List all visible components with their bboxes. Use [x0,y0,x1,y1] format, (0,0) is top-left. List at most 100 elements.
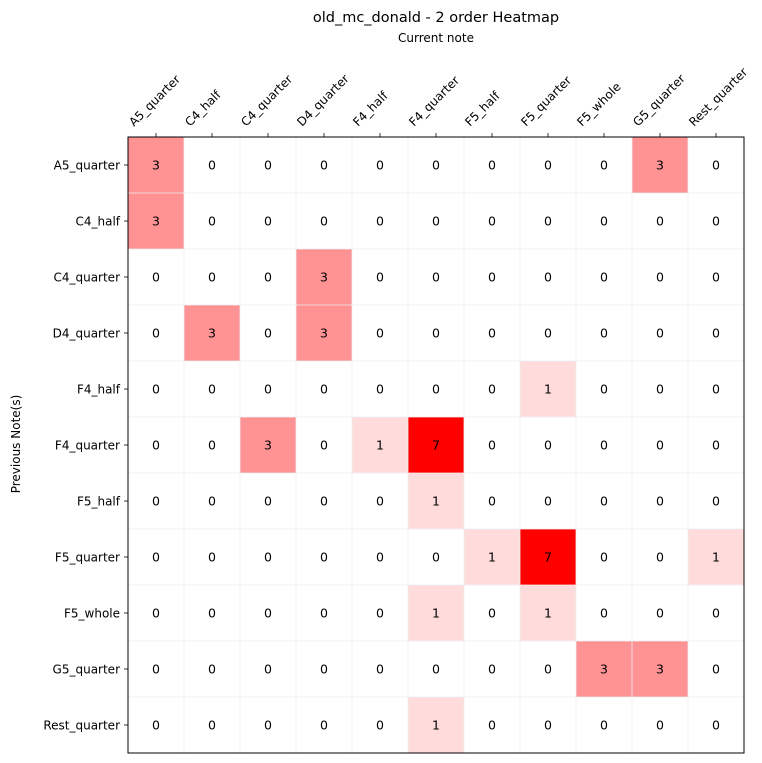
heatmap-cell [632,249,688,305]
cell-value-label: 0 [208,214,216,229]
cell-value-label: 0 [656,214,664,229]
y-tick-label: F4_half [77,383,121,397]
heatmap-cell [520,249,576,305]
cell-value-label: 0 [264,606,272,621]
cell-value-label: 0 [432,270,440,285]
heatmap-cell [576,361,632,417]
cell-value-label: 0 [656,270,664,285]
cell-value-label: 0 [600,382,608,397]
heatmap-cell [352,137,408,193]
cell-value-label: 0 [208,382,216,397]
cell-value-label: 0 [600,438,608,453]
cell-value-label: 0 [376,494,384,509]
heatmap-cell [576,697,632,753]
heatmap-cell [128,697,184,753]
y-axis-ticks: A5_quarter C4_half C4_quarter D4_quarter F4_… [43,159,128,733]
heatmap-cell [408,417,464,473]
cell-value-label: 0 [152,606,160,621]
heatmap-cell [576,193,632,249]
heatmap-cell [520,137,576,193]
heatmap-cell [688,305,744,361]
heatmap-cell [240,137,296,193]
cell-value-label: 0 [320,606,328,621]
cell-value-label: 0 [320,382,328,397]
cell-value-label: 0 [488,382,496,397]
cell-value-label: 0 [264,494,272,509]
x-tick-label: F4_half [350,88,391,129]
heatmap-cell [632,585,688,641]
heatmap-cell [464,137,520,193]
cell-value-label: 0 [600,214,608,229]
y-tick-label: F5_quarter [55,551,120,565]
cell-value-label: 7 [544,550,552,565]
heatmap-cell [464,193,520,249]
heatmap-cell [576,137,632,193]
cell-value-label: 0 [488,662,496,677]
cell-value-label: 0 [264,550,272,565]
cell-value-label: 0 [488,326,496,341]
heatmap-cell [240,697,296,753]
heatmap-cell [688,697,744,753]
cell-value-label: 0 [712,214,720,229]
heatmap-cell [128,193,184,249]
cell-value-label: 1 [432,494,440,509]
cell-value-label: 1 [544,606,552,621]
cell-value-label: 1 [488,550,496,565]
heatmap-cell [464,249,520,305]
heatmap-cell [408,249,464,305]
cell-value-label: 0 [712,158,720,173]
heatmap-cell [408,473,464,529]
heatmap-cell [128,473,184,529]
cell-value-label: 0 [152,662,160,677]
heatmap-cell [240,417,296,473]
cell-value-label: 1 [712,550,720,565]
cell-value-label: 0 [488,606,496,621]
cell-value-label: 0 [208,550,216,565]
heatmap-cell [296,529,352,585]
heatmap-cell [128,585,184,641]
heatmap-cell [632,529,688,585]
cell-value-label: 0 [152,326,160,341]
cell-value-label: 0 [432,158,440,173]
cell-value-label: 0 [152,494,160,509]
cell-value-label: 0 [488,438,496,453]
heatmap-cell [240,305,296,361]
heatmap-cell [520,473,576,529]
cell-value-label: 0 [376,270,384,285]
heatmap-cell [128,137,184,193]
cell-value-label: 0 [376,382,384,397]
heatmap-cell [296,473,352,529]
heatmap-cell [464,641,520,697]
cell-value-label: 0 [544,494,552,509]
heatmap-cell [464,697,520,753]
cell-value-label: 0 [488,270,496,285]
heatmap-cell [632,305,688,361]
cell-value-label: 0 [712,270,720,285]
cell-value-label: 0 [712,494,720,509]
cell-value-label: 3 [208,326,216,341]
cell-value-label: 0 [712,606,720,621]
heatmap-cell [128,641,184,697]
cell-value-label: 0 [544,214,552,229]
heatmap-cell [464,529,520,585]
x-axis-ticks: A5_quarter C4_half C4_quarter D4_quarterF4_… [126,65,750,137]
heatmap-cell [128,417,184,473]
cell-value-label: 0 [544,326,552,341]
heatmap-grid [128,137,744,753]
heatmap-cell [520,305,576,361]
cell-value-label: 0 [264,270,272,285]
heatmap-cell [576,305,632,361]
plot-frame [127,136,745,754]
cell-value-label: 0 [600,326,608,341]
heatmap-cell [184,137,240,193]
heatmap-cell [464,585,520,641]
cell-value-label: 1 [432,606,440,621]
heatmap-cell [296,305,352,361]
heatmap-cell [576,641,632,697]
cell-value-label: 0 [208,158,216,173]
cell-value-label: 0 [208,270,216,285]
heatmap-cell [464,361,520,417]
cell-value-label: 0 [320,158,328,173]
cell-value-label: 0 [264,382,272,397]
